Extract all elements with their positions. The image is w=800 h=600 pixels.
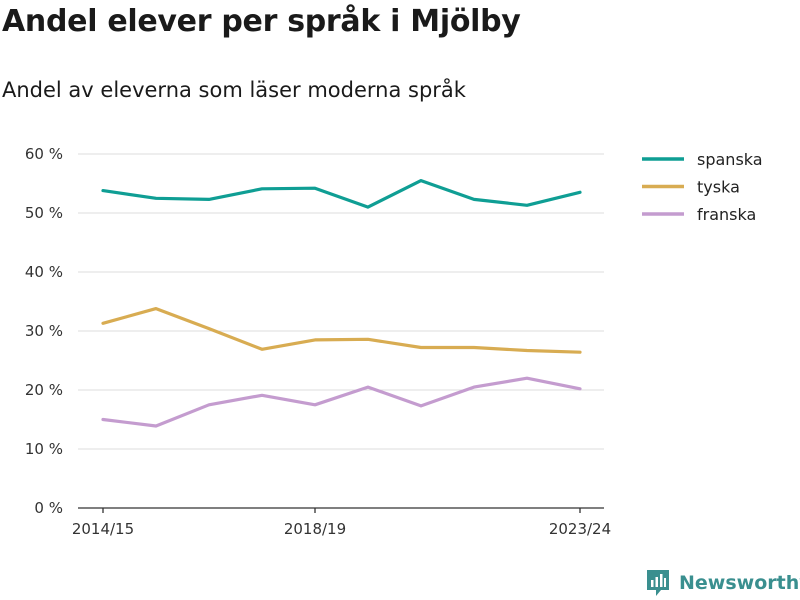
y-tick-label: 30 %: [25, 322, 63, 340]
chart-title: Andel elever per språk i Mjölby: [2, 4, 521, 39]
axes: 0 % 10 % 20 % 30 % 40 % 50 % 60 % 2014/15 2018/1…: [25, 145, 611, 538]
legend-label-franska: franska: [697, 205, 756, 224]
y-tick-label: 20 %: [25, 381, 63, 399]
brand-name: Newsworthy: [679, 572, 800, 594]
legend-label-spanska: spanska: [697, 150, 763, 169]
series-line-tyska: [101, 307, 582, 354]
x-tick-label: 2018/19: [284, 520, 346, 538]
y-tick-label: 40 %: [25, 263, 63, 281]
newsworthy-logo: Newsworthy: [645, 568, 800, 598]
legend: spanska tyska franska: [642, 150, 763, 224]
series-line-spanska: [101, 179, 582, 209]
chart-subtitle: Andel av eleverna som läser moderna språ…: [2, 78, 466, 102]
series-lines: [101, 179, 582, 428]
gridlines: [78, 153, 604, 450]
x-tick-label: 2023/24: [549, 520, 611, 538]
legend-label-tyska: tyska: [697, 178, 740, 197]
y-tick-label: 0 %: [34, 499, 63, 517]
y-tick-label: 10 %: [25, 440, 63, 458]
newsworthy-logo-icon: [647, 570, 669, 596]
y-tick-label: 50 %: [25, 204, 63, 222]
x-tick-label: 2014/15: [72, 520, 134, 538]
series-line-franska: [101, 376, 582, 428]
y-tick-label: 60 %: [25, 145, 63, 163]
